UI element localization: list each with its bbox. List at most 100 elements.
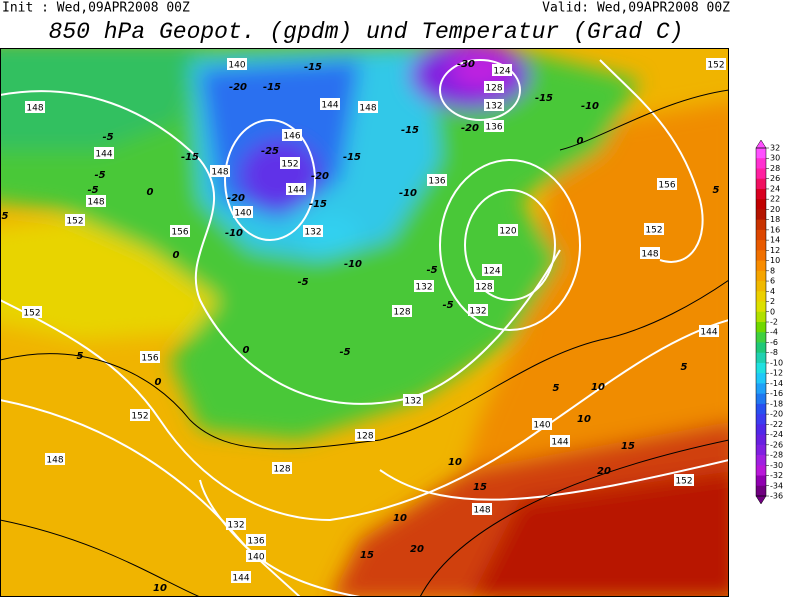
height-label-box	[492, 64, 512, 76]
temperature-label: -20	[461, 123, 479, 134]
temperature-label: 5	[713, 185, 720, 196]
colorbar-label: -30	[770, 461, 783, 470]
height-label: 148	[473, 506, 490, 516]
height-label: 146	[283, 132, 300, 142]
temperature-label: 5	[553, 383, 560, 394]
height-label: 156	[658, 181, 675, 191]
temperature-label: -20	[227, 193, 245, 204]
height-label-box	[22, 306, 42, 318]
temperature-label: 10	[448, 457, 462, 468]
height-label-box	[498, 224, 518, 236]
height-label-box	[94, 147, 114, 159]
height-label: 148	[46, 456, 63, 466]
colorbar-band	[756, 168, 766, 180]
height-label-box	[414, 280, 434, 292]
height-label: 144	[700, 328, 717, 338]
height-label: 132	[485, 102, 502, 112]
colorbar-band	[756, 219, 766, 231]
height-label-box	[472, 503, 492, 515]
height-label-box	[246, 534, 266, 546]
colorbar-arrow-bottom	[755, 495, 767, 505]
colorbar-label: 16	[770, 225, 780, 234]
temperature-label: 5	[681, 362, 688, 373]
height-label-box	[532, 418, 552, 430]
valid-time: Valid: Wed,09APR2008 00Z	[542, 1, 730, 16]
colorbar-label: -28	[770, 451, 783, 460]
height-label: 148	[87, 198, 104, 208]
temperature-label: -15	[401, 125, 419, 136]
colorbar-band	[756, 281, 766, 292]
colorbar-label: 8	[770, 266, 775, 275]
temperature-label: -15	[343, 152, 361, 163]
height-label-box	[699, 325, 719, 337]
temperature-label: -5	[94, 170, 105, 181]
height-label: 128	[475, 283, 492, 293]
height-label: 148	[359, 104, 376, 114]
temperature-label: -10	[225, 228, 243, 239]
colorbar-label: -24	[770, 430, 783, 439]
colorbar-arrow-top	[755, 139, 767, 149]
height-label: 140	[234, 209, 251, 219]
temperature-label: -15	[304, 62, 322, 73]
height-label-box	[484, 99, 504, 111]
temperature-label: -15	[181, 152, 199, 163]
colorbar-band	[756, 332, 766, 343]
height-label: 136	[247, 537, 264, 547]
colorbar-band	[756, 434, 766, 446]
height-label-box	[231, 571, 251, 583]
height-label: 152	[23, 309, 40, 319]
height-label: 132	[227, 521, 244, 531]
temperature-label: 0	[173, 250, 180, 261]
colorbar-label: -10	[770, 358, 783, 367]
height-label: 152	[675, 477, 692, 487]
height-label: 152	[66, 217, 83, 227]
colorbar-band	[756, 158, 766, 169]
height-label-box	[130, 409, 150, 421]
colorbar-label: 14	[770, 236, 780, 245]
colorbar-label: 2	[770, 297, 775, 306]
height-label: 148	[211, 168, 228, 178]
colorbar-label: -36	[770, 492, 783, 501]
temperature-label: -25	[261, 146, 279, 157]
colorbar-label: 18	[770, 215, 780, 224]
height-label: 144	[321, 101, 338, 111]
height-label: 148	[26, 104, 43, 114]
height-label-box	[657, 178, 677, 190]
colorbar-band	[756, 465, 766, 477]
height-label: 136	[428, 177, 445, 187]
height-label-box	[65, 214, 85, 226]
temperature-label: -5	[102, 132, 113, 143]
height-label: 152	[281, 160, 298, 170]
height-label: 152	[707, 61, 724, 71]
temperature-label: -15	[535, 93, 553, 104]
height-label: 120	[499, 227, 516, 237]
height-label: 124	[483, 267, 500, 277]
colorbar-label: 10	[770, 256, 780, 265]
height-label: 132	[404, 397, 421, 407]
height-label: 132	[469, 307, 486, 317]
height-label: 144	[287, 186, 304, 196]
height-label: 148	[641, 250, 658, 260]
temperature-label: 5	[77, 351, 84, 362]
colorbar-label: 20	[770, 205, 780, 214]
temperature-label: -5	[426, 265, 437, 276]
colorbar-label: -34	[770, 481, 783, 490]
colorbar-band	[756, 148, 766, 159]
colorbar-label: -6	[770, 338, 778, 347]
colorbar-label: 24	[770, 184, 780, 193]
colorbar-label: 26	[770, 174, 780, 183]
colorbar-label: 30	[770, 154, 780, 163]
colorbar-band	[756, 229, 766, 241]
colorbar-band	[756, 455, 766, 466]
height-label-box	[474, 280, 494, 292]
height-label-box	[286, 183, 306, 195]
init-time: Init : Wed,09APR2008 00Z	[2, 1, 190, 16]
temperature-label: 5	[2, 211, 9, 222]
height-label-box	[403, 394, 423, 406]
height-label: 152	[131, 412, 148, 422]
height-label-box	[484, 120, 504, 132]
height-label-box	[140, 351, 160, 363]
